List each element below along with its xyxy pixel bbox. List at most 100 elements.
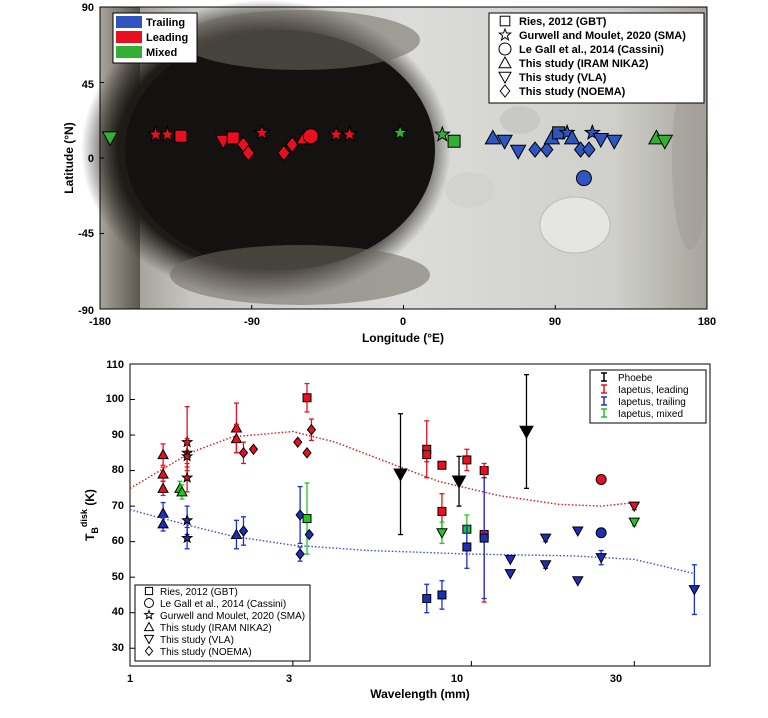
tb-xtick-3: 3 [286, 673, 292, 685]
tb-point-mixed-triangle-up-6 [176, 485, 188, 497]
tb-series-legend-errorbar-3 [601, 408, 607, 418]
map-point-trailing-diamond-22 [540, 141, 554, 158]
map-point-leading-diamond-10 [285, 136, 299, 153]
tb-series-legend: Phoebe Iapetus, leading Iapetus, trailin… [589, 369, 707, 424]
tb-fit-leading [129, 430, 635, 507]
tb-series-legend-errorbar-0 [601, 372, 607, 382]
map-legend-marker-triangle-up [498, 55, 512, 69]
tb-markers [157, 374, 701, 616]
tb-point-trailing-diamond-25 [304, 528, 314, 541]
tb-legend-marker-square [144, 586, 154, 596]
tb-point-leading-square-36 [462, 455, 472, 465]
tb-point-leading-star-10 [181, 471, 194, 483]
tb-fit-curves [129, 430, 695, 575]
map-legend-marker-diamond [499, 84, 511, 98]
legend-label-leading: Leading [146, 32, 188, 44]
tb-ytick-30: 30 [112, 642, 124, 654]
tb-ytick-70: 70 [112, 500, 124, 512]
tb-legend-marker-circle [144, 598, 154, 608]
map-point-mixed-triangle-down-0 [101, 131, 119, 147]
map-legend-label-nika2: This study (IRAM NIKA2) [519, 58, 649, 70]
legend-label-mixed: Mixed [146, 47, 177, 59]
map-color-legend: Trailing Leading Mixed [112, 12, 198, 64]
tb-xtick-1: 1 [127, 673, 133, 685]
tb-point-trailing-triangle-down-46 [539, 560, 552, 571]
tb-legend-marker-star [143, 609, 155, 620]
map-ytick-45: 45 [82, 79, 94, 91]
tb-point-leading-square-32 [437, 506, 447, 516]
tb-point-trailing-circle-50 [595, 527, 607, 539]
tb-point-mixed-triangle-down-53 [628, 517, 641, 529]
map-legend-label-gurwell: Gurwell and Moulet, 2020 (SMA) [519, 30, 686, 42]
tb-ytick-90: 90 [112, 429, 124, 441]
tb-point-trailing-square-41 [479, 533, 489, 543]
tb-fit-trailing [129, 509, 695, 575]
map-legend-label-legall: Le Gall et al., 2014 (Cassini) [519, 44, 664, 56]
legend-swatch-mixed [116, 46, 142, 58]
tb-point-trailing-square-34 [437, 590, 447, 600]
tb-point-leading-diamond-19 [293, 436, 303, 448]
tb-ytick-60: 60 [112, 535, 124, 547]
map-legend-marker-square [499, 15, 511, 27]
map-point-trailing-triangle-down-31 [605, 134, 623, 150]
tb-legend-label-mixed: Iapetus, mixed [618, 409, 683, 420]
map-point-leading-star-2 [158, 125, 176, 142]
map-point-trailing-diamond-28 [582, 141, 596, 158]
tb-xlabel: Wavelength (mm) [370, 687, 470, 701]
map-xtick-neg180: -180 [89, 316, 111, 328]
map-legend-label-ries: Ries, 2012 (GBT) [519, 16, 607, 28]
tb-legend-marker-triangle-up [143, 621, 155, 632]
tb-ytick-50: 50 [112, 571, 124, 583]
tb-panel: Phoebe Iapetus, leading Iapetus, trailin… [79, 359, 711, 701]
tb-point-trailing-square-38 [462, 542, 472, 552]
tb-ytick-110: 110 [106, 359, 124, 371]
map-point-leading-square-3 [174, 129, 188, 143]
tb-point-mixed-triangle-down-33 [436, 528, 448, 539]
tb-xtick-30: 30 [610, 673, 622, 685]
tb-point-trailing-triangle-down-51 [595, 553, 608, 564]
legend-swatch-trailing [116, 16, 142, 28]
map-legend-label-noema: This study (NOEMA) [519, 86, 626, 98]
map-point-trailing-circle-32 [575, 170, 592, 187]
tb-legend-label-trailing: Iapetus, trailing [618, 397, 686, 408]
map-point-mixed-triangle-down-34 [656, 134, 674, 150]
tb-legend-label-gurwell: Gurwell and Moulet, 2020 (SMA) [160, 611, 305, 622]
map-ytick-0: 0 [88, 153, 94, 165]
tb-point-trailing-triangle-down-48 [571, 576, 584, 587]
tb-point-trailing-star-11 [181, 513, 194, 526]
map-point-leading-star-8 [253, 123, 271, 141]
map-xtick-neg90: -90 [244, 316, 260, 328]
tb-point-leading-square-20 [302, 393, 312, 403]
tb-ylabel-sub: B [90, 527, 100, 534]
map-point-trailing-diamond-21 [528, 141, 542, 158]
map-xtick-180: 180 [698, 316, 716, 328]
tb-point-trailing-triangle-down-54 [688, 585, 701, 596]
tb-point-trailing-star-12 [181, 531, 194, 544]
tb-point-mixed-square-24 [302, 514, 312, 524]
tb-series-legend-errorbar-2 [601, 396, 607, 406]
map-point-leading-square-5 [226, 131, 240, 145]
tb-point-leading-diamond-22 [302, 447, 312, 459]
tb-point-trailing-triangle-up-15 [230, 528, 243, 540]
tb-point-leading-diamond-16 [238, 447, 249, 459]
map-legend-marker-triangle-down [498, 71, 512, 85]
tb-ylabel-unit: (K) [83, 489, 97, 509]
tb-point-trailing-square-30 [422, 593, 432, 603]
map-xtick-90: 90 [549, 316, 561, 328]
tb-point-leading-diamond-17 [248, 443, 259, 456]
tb-legend-marker-triangle-down [143, 634, 155, 645]
tb-legend-label-ries: Ries, 2012 (GBT) [160, 587, 238, 598]
tb-point-trailing-diamond-18 [238, 525, 249, 537]
legend-label-trailing: Trailing [146, 17, 185, 29]
tb-ytick-80: 80 [112, 464, 124, 476]
tb-marker-legend: Ries, 2012 (GBT) Le Gall et al., 2014 (C… [134, 584, 311, 662]
tb-point-trailing-diamond-23 [295, 509, 305, 521]
map-ytick-90: 90 [82, 2, 94, 14]
tb-legend-label-nika2: This study (IRAM NIKA2) [160, 623, 272, 634]
map-point-trailing-star-29 [583, 123, 601, 141]
tb-point-leading-triangle-down-52 [628, 501, 641, 513]
map-ytick-neg45: -45 [78, 228, 94, 240]
tb-point-trailing-triangle-down-47 [571, 526, 584, 538]
tb-ylabel-main: T [83, 533, 97, 541]
